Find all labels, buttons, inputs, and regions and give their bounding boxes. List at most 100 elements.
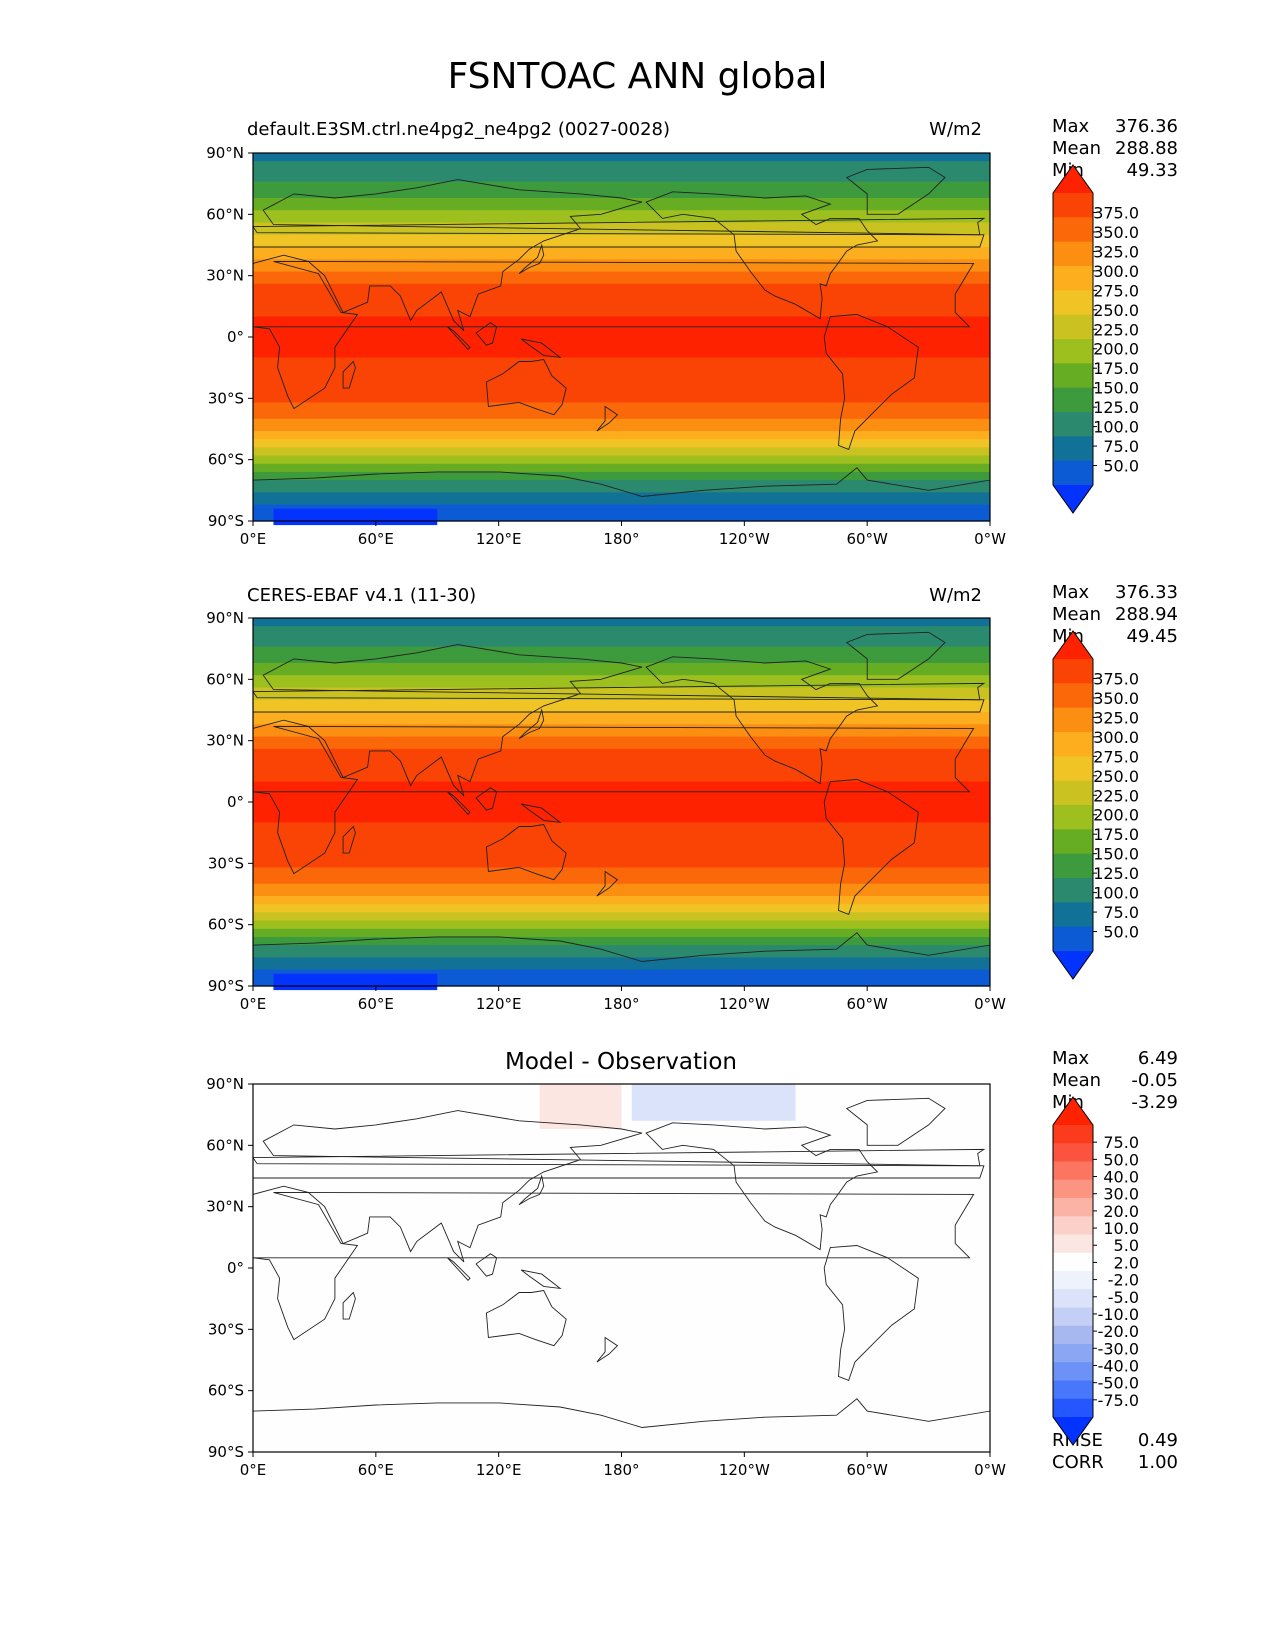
field-band [253,941,990,946]
coastline-australia [485,1290,567,1347]
coastline-madagascar [342,825,356,854]
coastline-borneo [475,787,498,811]
field-band [253,826,990,832]
field-band [253,667,990,672]
colorbar-segment [1053,732,1093,757]
colorbar-tick-label: -30.0 [1098,1339,1139,1358]
field-band [253,834,990,840]
coastline-africa [252,260,975,410]
field-band [253,259,990,264]
panel2-title: CERES-EBAF v4.1 (11-30) [247,585,477,606]
field-band [253,459,990,465]
field-band [253,761,990,766]
panel3-title: Model - Observation [504,1049,738,1075]
field-band [253,814,990,819]
field-band [253,924,990,930]
field-band [253,957,990,963]
polar-min-patch [273,508,438,526]
x-tick-label: 60°W [846,530,888,548]
colorbar-segment [1053,363,1093,389]
colorbar-tick-label: -20.0 [1098,1322,1139,1341]
field-band [253,386,990,391]
coastline-japan [518,1174,545,1205]
y-tick-label: 60°N [206,1136,244,1154]
field-band [253,230,990,236]
x-tick-label: 0°W [974,995,1006,1013]
field-band [253,887,990,893]
coastline-africa [252,725,975,875]
y-tick-label: 0° [227,328,244,346]
metric-value: 0.49 [1137,1430,1178,1451]
y-tick-label: 90°N [206,609,244,627]
field-band [253,871,990,877]
field-band [253,691,990,697]
field-band [253,283,990,289]
stat-value: 49.33 [1126,160,1178,181]
y-tick-label: 0° [227,793,244,811]
x-tick-label: 120°E [476,1461,522,1479]
field-band [253,949,990,954]
field-band [253,969,990,975]
field-band [253,316,990,322]
colorbar-segment [1053,878,1093,903]
field-band [253,455,990,461]
field-band [253,263,990,269]
x-tick-label: 0°W [974,530,1006,548]
metric-value: 1.00 [1137,1452,1178,1473]
field-band [253,292,990,297]
colorbar-1: 375.0350.0325.0300.0275.0250.0225.0200.0… [1052,164,1139,514]
field-band [253,842,990,848]
coastline-eurasia [252,1110,985,1263]
colorbar-extend-max [1053,631,1093,659]
field-band [253,394,990,399]
field-band [253,650,990,656]
x-tick-label: 0°E [240,1461,267,1479]
x-tick-label: 180° [603,995,639,1013]
coastline-uk [252,1148,986,1167]
field-band [253,642,990,648]
colorbar-3: 75.050.040.030.020.010.05.02.0-2.0-5.0-1… [1052,1096,1139,1446]
colorbar-segment [1053,902,1093,928]
colorbar-segment [1053,460,1093,486]
field-band [253,740,990,746]
field-band [253,398,990,404]
colorbar-tick-label: 75.0 [1103,903,1139,922]
field-band [253,516,990,522]
coastline-eurasia [252,644,985,797]
field-band [253,357,990,363]
field-band [253,226,990,232]
field-band [253,161,990,166]
field-band [253,197,990,203]
colorbar-tick-label: -40.0 [1098,1356,1139,1375]
colorbar-tick-label: 325.0 [1093,708,1139,727]
field-band [253,381,990,387]
coastline-south-america [823,779,919,915]
colorbar-outline [1052,1096,1094,1446]
colorbar-tick-label: 50.0 [1103,457,1139,476]
panel1-units: W/m2 [929,119,982,140]
field-band [253,916,990,922]
field-band [253,891,990,897]
panel2-units: W/m2 [929,585,982,606]
stat-value: 376.36 [1115,116,1178,137]
stat-value: 49.45 [1126,626,1178,647]
field-band [253,683,990,689]
field-band [253,965,990,971]
field-band [253,773,990,779]
colorbar-tick-label: -10.0 [1098,1305,1139,1324]
field-band [253,679,990,685]
panel1-title: default.E3SM.ctrl.ne4pg2_ne4pg2 (0027-00… [247,119,670,140]
colorbar-tick-label: 275.0 [1093,281,1139,300]
field-band [253,855,990,860]
x-tick-label: 0°W [974,1461,1006,1479]
field-band [253,251,990,256]
colorbar-tick-label: 100.0 [1093,418,1139,437]
colorbar-tick-label: 150.0 [1093,845,1139,864]
field-band [253,904,990,909]
field-band [253,185,990,191]
field-band [253,373,990,379]
coastline-borneo [475,322,498,346]
field-band [253,202,990,207]
field-band [253,720,990,725]
colorbar-extend-min [1053,485,1093,513]
